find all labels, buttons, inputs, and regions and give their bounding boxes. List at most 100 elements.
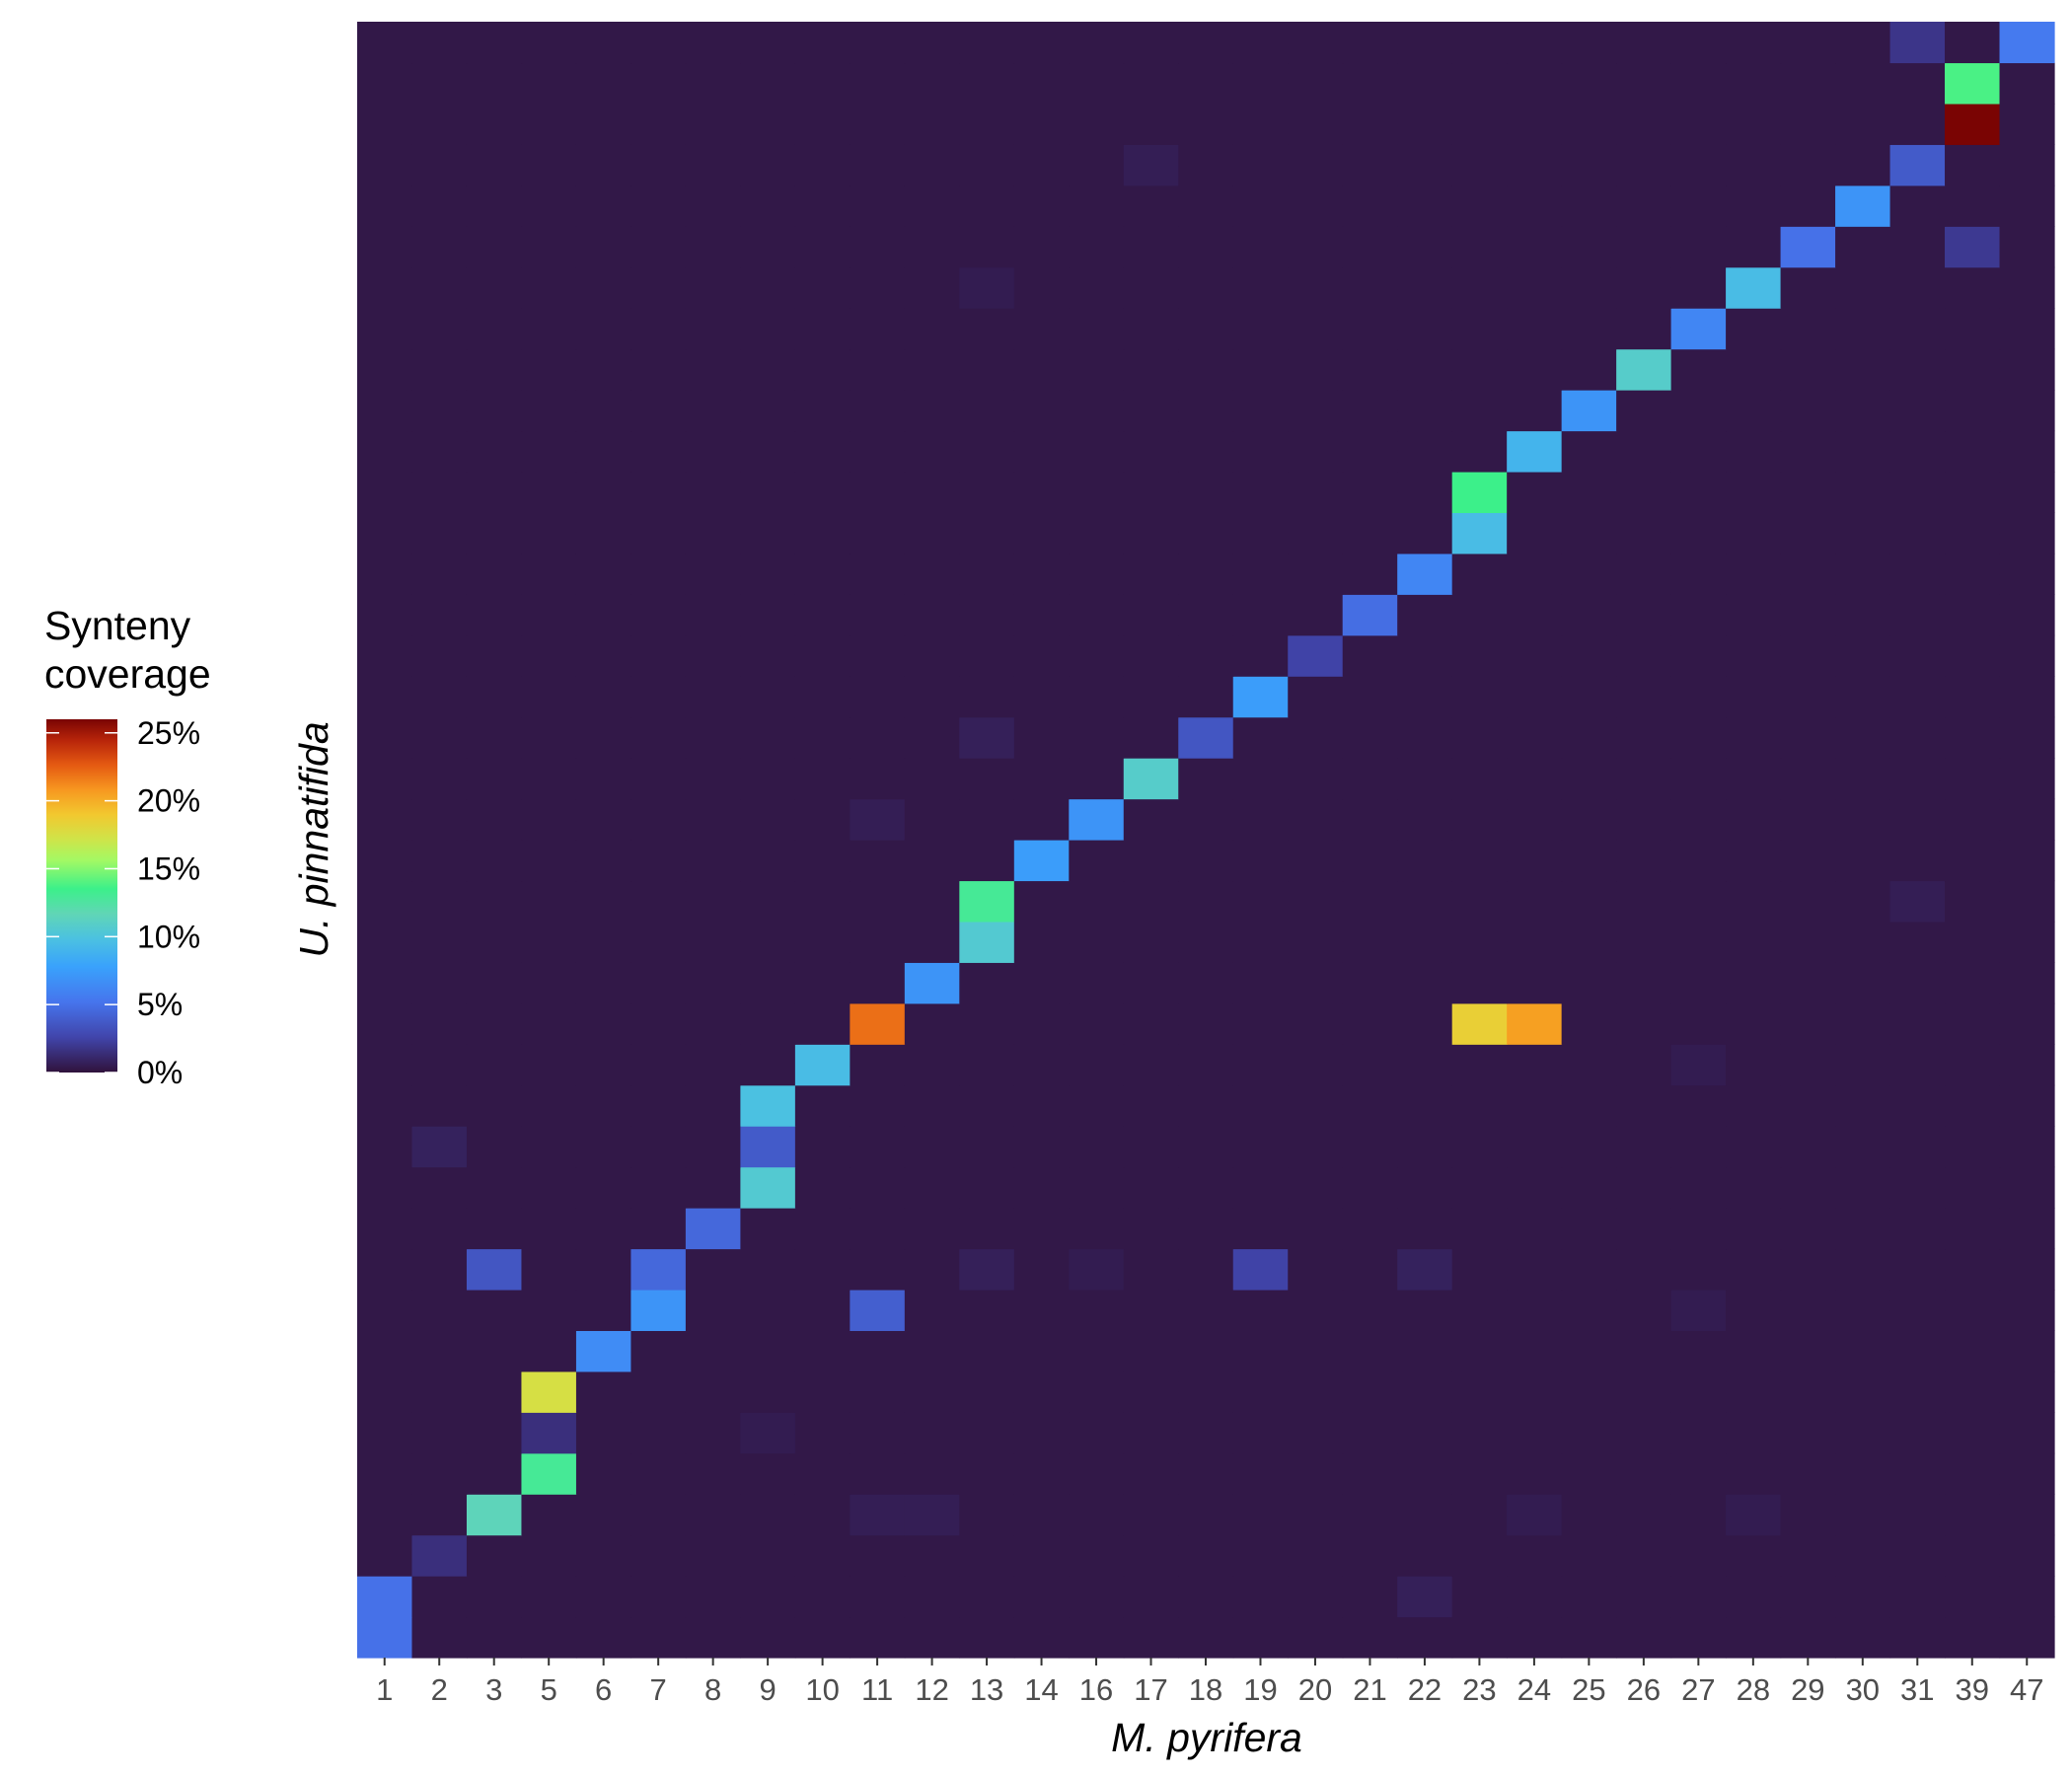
heatmap-cell: [1342, 266, 1398, 309]
heatmap-cell: [1670, 1494, 1727, 1536]
x-tick-label: 30: [1846, 1672, 1880, 1707]
heatmap-cell: [1178, 880, 1234, 923]
heatmap-cell: [1397, 880, 1453, 923]
heatmap-cell: [1780, 103, 1836, 145]
heatmap-cell: [1451, 1166, 1508, 1209]
heatmap-cell: [1945, 1002, 2001, 1045]
heatmap-cell: [1945, 308, 2001, 350]
heatmap-cell: [521, 880, 577, 923]
heatmap-cell: [1561, 1412, 1617, 1454]
heatmap-cell: [685, 1002, 741, 1045]
heatmap-cell: [850, 962, 906, 1004]
heatmap-cell: [1013, 798, 1070, 841]
heatmap-cell: [466, 1576, 523, 1618]
heatmap-cell: [1123, 1044, 1179, 1086]
heatmap-cell: [959, 1166, 1015, 1209]
heatmap-cell: [685, 1208, 741, 1250]
heatmap-cell: [1670, 62, 1727, 105]
heatmap-cell: [1342, 1576, 1398, 1618]
heatmap-cell: [794, 1002, 851, 1045]
heatmap-cell: [1835, 22, 1891, 64]
heatmap-cell: [630, 1616, 687, 1659]
heatmap-cell: [357, 144, 413, 186]
heatmap-cell: [1397, 471, 1453, 513]
heatmap-cell: [1945, 103, 2001, 145]
heatmap-cell: [357, 798, 413, 841]
heatmap-cell: [1999, 103, 2055, 145]
heatmap-cell: [904, 1370, 960, 1413]
heatmap-cell: [1288, 1044, 1344, 1086]
heatmap-cell: [1013, 880, 1070, 923]
heatmap-cell: [1013, 921, 1070, 963]
heatmap-cell: [904, 962, 960, 1004]
heatmap-cell: [1069, 716, 1125, 759]
heatmap-cell: [1616, 1289, 1672, 1331]
heatmap-cell: [521, 1002, 577, 1045]
heatmap-cell: [1726, 1452, 1782, 1495]
heatmap-cell: [1342, 512, 1398, 555]
heatmap-cell: [740, 226, 796, 268]
heatmap-cell: [466, 512, 523, 555]
heatmap-cell: [1178, 594, 1234, 636]
heatmap-cell: [1726, 634, 1782, 677]
heatmap-cell: [1451, 758, 1508, 800]
heatmap-cell: [1451, 798, 1508, 841]
heatmap-cell: [1889, 1494, 1946, 1536]
heatmap-cell: [630, 390, 687, 432]
heatmap-cell: [1999, 1002, 2055, 1045]
heatmap-cell: [466, 430, 523, 473]
heatmap-cell: [904, 1044, 960, 1086]
legend: Synteny coverage 0% 5% 10% 15% 20% 25%: [44, 603, 211, 1090]
heatmap-cell: [1178, 62, 1234, 105]
heatmap-cell: [1507, 1330, 1563, 1372]
heatmap-cell: [1507, 1370, 1563, 1413]
x-tick-label: 5: [541, 1672, 557, 1707]
heatmap-cell: [740, 676, 796, 718]
x-tick-label: 24: [1517, 1672, 1551, 1707]
heatmap-cell: [1397, 512, 1453, 555]
heatmap-cell: [740, 348, 796, 391]
heatmap-cell: [1889, 1330, 1946, 1372]
heatmap-cell: [1889, 1452, 1946, 1495]
heatmap-cell: [1397, 840, 1453, 882]
heatmap-cell: [1069, 921, 1125, 963]
heatmap-cell: [1726, 1576, 1782, 1618]
heatmap-cell: [794, 1208, 851, 1250]
heatmap-cell: [1232, 144, 1289, 186]
heatmap-cell: [740, 634, 796, 677]
heatmap-cell: [1889, 1208, 1946, 1250]
legend-title-line2: coverage: [44, 651, 211, 697]
heatmap-cell: [1780, 1044, 1836, 1086]
heatmap-cell: [1835, 553, 1891, 595]
heatmap-cell: [1726, 1126, 1782, 1168]
heatmap-cell: [1123, 921, 1179, 963]
heatmap-cell: [466, 1002, 523, 1045]
heatmap-cell: [1342, 1002, 1398, 1045]
heatmap-cell: [904, 676, 960, 718]
heatmap-cell: [1451, 1616, 1508, 1659]
heatmap-cell: [794, 308, 851, 350]
heatmap-cell: [521, 1534, 577, 1577]
heatmap-cell: [794, 1289, 851, 1331]
heatmap-cell: [357, 676, 413, 718]
heatmap-cell: [1013, 716, 1070, 759]
heatmap-cell: [630, 1002, 687, 1045]
heatmap-cell: [1780, 594, 1836, 636]
heatmap-cell: [1945, 962, 2001, 1004]
heatmap-cell: [850, 1289, 906, 1331]
heatmap-cell: [1123, 390, 1179, 432]
heatmap-cell: [1835, 308, 1891, 350]
heatmap-cell: [466, 880, 523, 923]
heatmap-cell: [685, 266, 741, 309]
heatmap-cell: [1616, 62, 1672, 105]
heatmap-cell: [1013, 1330, 1070, 1372]
heatmap-cell: [1397, 676, 1453, 718]
heatmap-cell: [1451, 185, 1508, 227]
x-tick-label: 17: [1134, 1672, 1167, 1707]
heatmap-cell: [411, 1452, 468, 1495]
heatmap-cell: [411, 144, 468, 186]
heatmap-cell: [1616, 266, 1672, 309]
heatmap-cell: [1123, 634, 1179, 677]
heatmap-cell: [1178, 634, 1234, 677]
heatmap-cell: [411, 880, 468, 923]
